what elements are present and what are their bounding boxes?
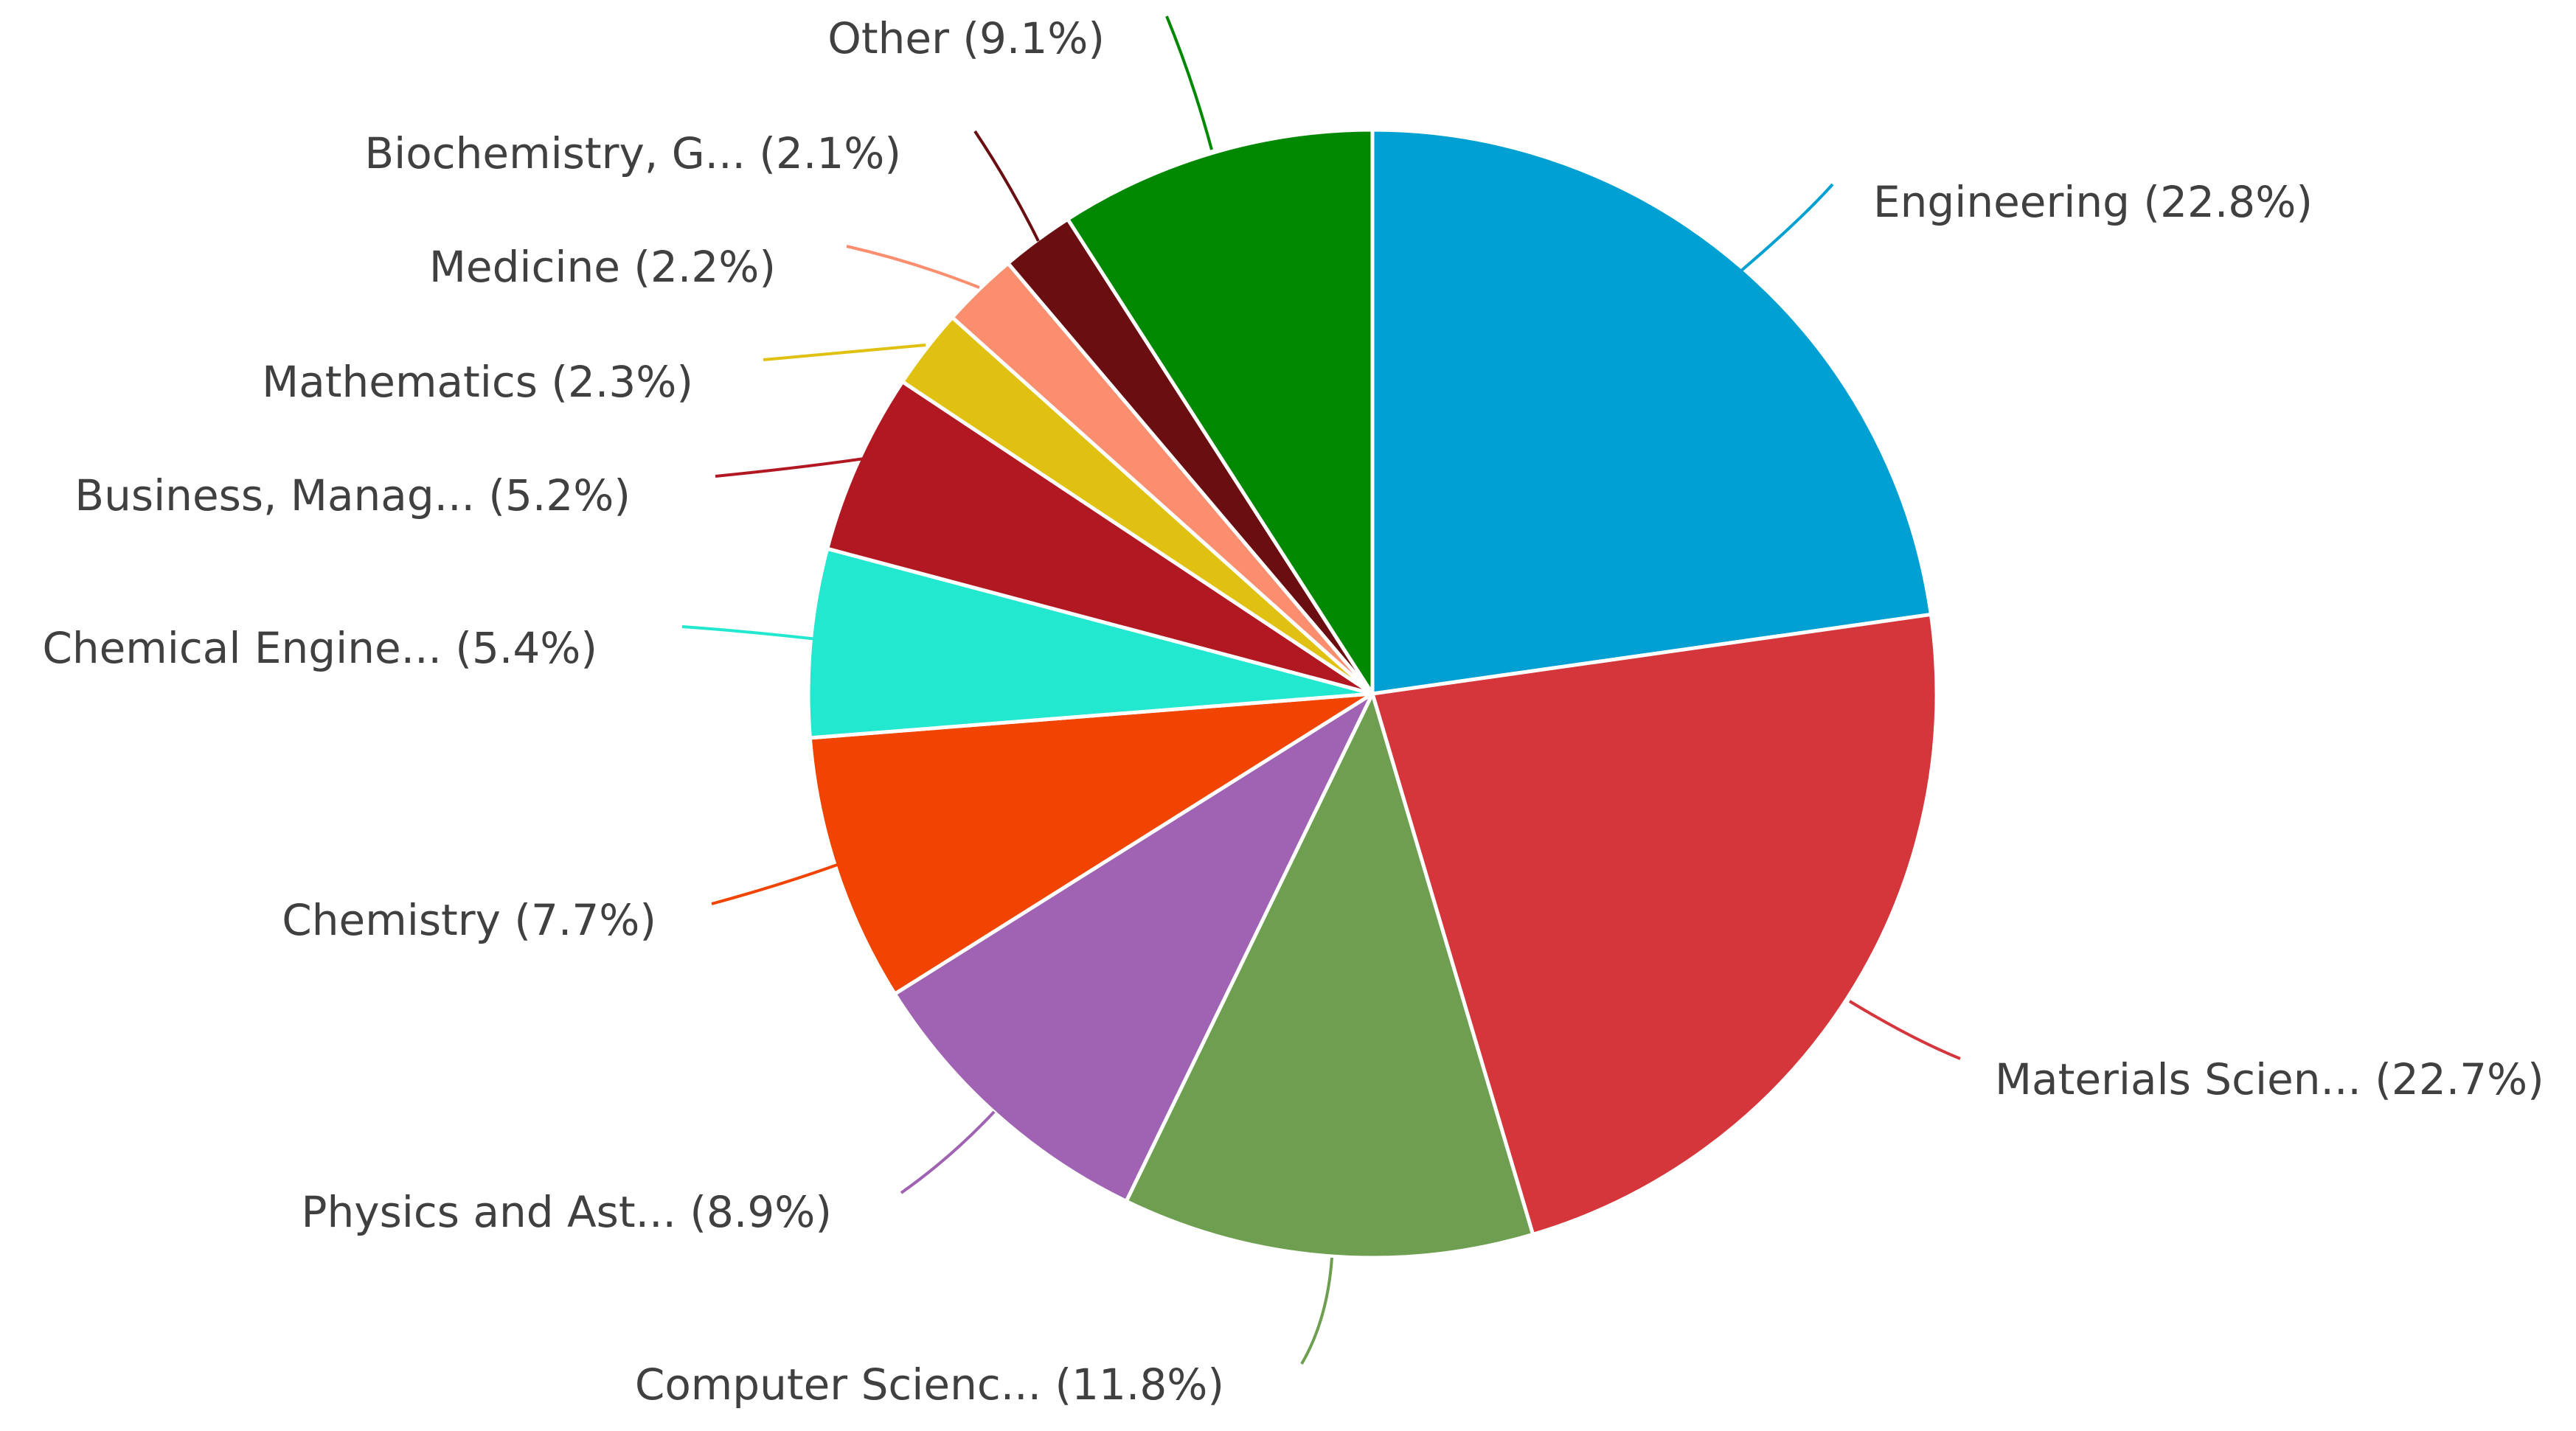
pie-slice-physics-and-ast [892,692,1375,1203]
leader-line-physics-and-ast [900,1110,996,1194]
slice-label-mathematics: Mathematics (2.3%) [262,357,693,407]
slice-label-biochemistry-g: Biochemistry, G... (2.1%) [364,128,901,178]
leader-line-chemical-engine [681,625,818,641]
slice-label-materials-scien: Materials Scien... (22.7%) [1995,1054,2544,1104]
pie-slices [806,128,1939,1260]
leader-line-materials-scien [1848,1000,1961,1060]
slice-label-medicine: Medicine (2.2%) [429,242,776,292]
pie-slice-engineering [1370,128,1933,696]
leader-line-chemistry [711,863,840,905]
leader-line-computer-scienc [1300,1257,1333,1365]
slice-label-business-manag: Business, Manag... (5.2%) [74,470,631,520]
leader-lines [681,15,1961,1365]
pie-slice-other [1066,128,1375,696]
slice-label-chemistry: Chemistry (7.7%) [282,895,656,945]
leader-line-other [1165,15,1213,150]
leader-line-mathematics [763,344,926,361]
pie-slice-materials-scien [1370,612,1939,1236]
slice-label-physics-and-ast: Physics and Ast... (8.9%) [302,1187,832,1237]
slice-label-engineering: Engineering (22.8%) [1873,177,2313,227]
slice-labels: Engineering (22.8%) Materials Scien... (2… [42,13,2544,1410]
pie-slice-business-manag [825,380,1375,696]
leader-line-medicine [846,245,980,289]
leader-line-business-manag [715,457,865,478]
leader-line-engineering [1739,183,1834,273]
slice-label-computer-scienc: Computer Scienc... (11.8%) [635,1359,1224,1410]
leader-line-biochemistry-g [973,130,1040,242]
pie-slice-computer-scienc [1124,692,1535,1260]
slice-label-other: Other (9.1%) [827,13,1105,63]
slice-label-chemical-engine: Chemical Engine... (5.4%) [42,623,597,673]
pie-slice-chemistry [808,692,1375,996]
pie-slice-chemical-engine [806,546,1375,740]
